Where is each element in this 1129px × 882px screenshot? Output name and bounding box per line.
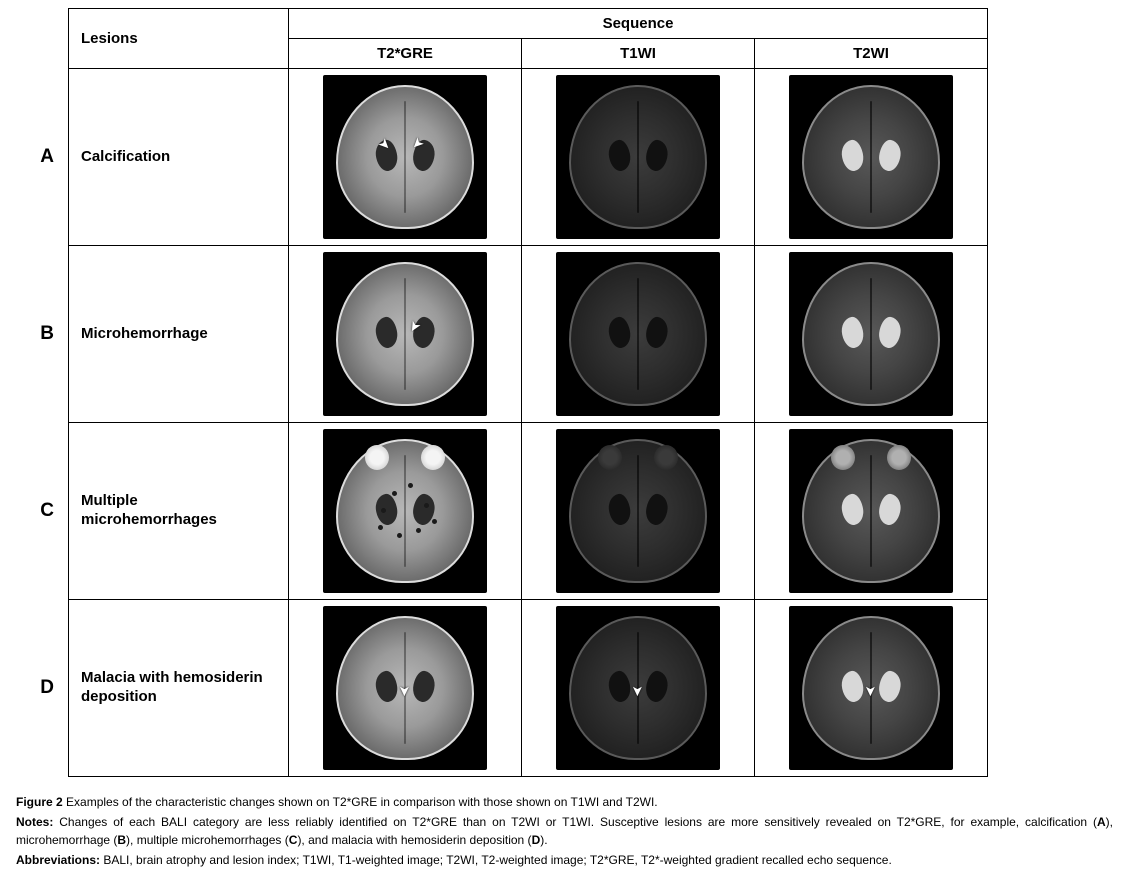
mri-scan-image: ➤ <box>323 606 487 770</box>
brain-silhouette <box>569 439 707 583</box>
mri-scan-image: ➤ <box>556 606 720 770</box>
brain-silhouette <box>569 616 707 760</box>
brain-silhouette <box>569 262 707 406</box>
lesion-type-label: Malacia with hemosiderin deposition <box>69 600 289 777</box>
brain-silhouette <box>802 439 940 583</box>
brain-silhouette <box>802 262 940 406</box>
scan-cell: ➤ <box>289 246 522 423</box>
mri-scan-image <box>556 75 720 239</box>
scan-cell <box>522 69 755 246</box>
scan-cell <box>755 423 988 600</box>
scan-cell: ➤➤ <box>289 69 522 246</box>
lesion-type-label: Microhemorrhage <box>69 246 289 423</box>
caption-notes-line: Notes: Changes of each BALI category are… <box>16 813 1113 849</box>
figure-table-container: ABCD Lesions Sequence T2*GRET1WIT2WI Cal… <box>16 8 1113 777</box>
mri-scan-image <box>556 252 720 416</box>
caption-title-line: Figure 2 Examples of the characteristic … <box>16 793 1113 811</box>
lesions-column-header: Lesions <box>69 9 289 69</box>
panel-letter: A <box>16 68 68 245</box>
mri-scan-image <box>789 75 953 239</box>
microhemorrhage-dot <box>432 519 437 524</box>
mri-scan-image <box>323 429 487 593</box>
sequence-column-header: T1WI <box>522 39 755 69</box>
table-row: Multiple microhemorrhages <box>69 423 988 600</box>
brain-silhouette <box>336 616 474 760</box>
caption-title-text: Examples of the characteristic changes s… <box>63 795 658 809</box>
scan-cell: ➤ <box>289 600 522 777</box>
microhemorrhage-dot <box>392 491 397 496</box>
scan-cell <box>522 423 755 600</box>
brain-silhouette <box>336 85 474 229</box>
lesion-type-label: Multiple microhemorrhages <box>69 423 289 600</box>
microhemorrhage-dot <box>378 525 383 530</box>
mri-scan-image <box>556 429 720 593</box>
lesion-type-label: Calcification <box>69 69 289 246</box>
scan-cell <box>755 246 988 423</box>
brain-silhouette <box>569 85 707 229</box>
caption-figure-label: Figure 2 <box>16 795 63 809</box>
sequence-column-header: T2*GRE <box>289 39 522 69</box>
table-row: Calcification➤➤ <box>69 69 988 246</box>
mri-scan-image: ➤ <box>323 252 487 416</box>
figure-caption: Figure 2 Examples of the characteristic … <box>16 793 1113 869</box>
table-row: Microhemorrhage➤ <box>69 246 988 423</box>
panel-letter: D <box>16 600 68 777</box>
sequence-spanning-header: Sequence <box>289 9 988 39</box>
scan-cell <box>522 246 755 423</box>
microhemorrhage-dot <box>416 528 421 533</box>
microhemorrhage-dot <box>397 533 402 538</box>
caption-abbrev-line: Abbreviations: BALI, brain atrophy and l… <box>16 851 1113 869</box>
brain-silhouette <box>802 85 940 229</box>
table-row: Malacia with hemosiderin deposition➤➤➤ <box>69 600 988 777</box>
mri-scan-image <box>789 252 953 416</box>
scan-cell: ➤ <box>522 600 755 777</box>
mri-scan-image: ➤➤ <box>323 75 487 239</box>
scan-cell <box>755 69 988 246</box>
caption-abbrev-label: Abbreviations: <box>16 853 100 867</box>
scan-cell: ➤ <box>755 600 988 777</box>
row-letter-labels: ABCD <box>16 8 68 777</box>
brain-silhouette <box>802 616 940 760</box>
microhemorrhage-dot <box>424 503 429 508</box>
scan-cell <box>289 423 522 600</box>
mri-scan-image: ➤ <box>789 606 953 770</box>
panel-letter: C <box>16 423 68 600</box>
brain-silhouette <box>336 262 474 406</box>
microhemorrhage-dot <box>408 483 413 488</box>
mri-comparison-table: Lesions Sequence T2*GRET1WIT2WI Calcific… <box>68 8 988 777</box>
sequence-column-header: T2WI <box>755 39 988 69</box>
brain-silhouette <box>336 439 474 583</box>
mri-scan-image <box>789 429 953 593</box>
caption-notes-label: Notes: <box>16 815 53 829</box>
caption-abbrev-text: BALI, brain atrophy and lesion index; T1… <box>100 853 892 867</box>
panel-letter: B <box>16 245 68 422</box>
figure-2: ABCD Lesions Sequence T2*GRET1WIT2WI Cal… <box>16 8 1113 869</box>
